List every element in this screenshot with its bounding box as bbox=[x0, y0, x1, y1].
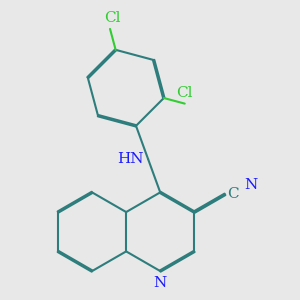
Text: Cl: Cl bbox=[176, 86, 193, 100]
Text: N: N bbox=[244, 178, 257, 191]
Text: N: N bbox=[154, 276, 167, 290]
Text: Cl: Cl bbox=[104, 11, 120, 25]
Text: C: C bbox=[227, 188, 239, 201]
Text: HN: HN bbox=[117, 152, 143, 166]
